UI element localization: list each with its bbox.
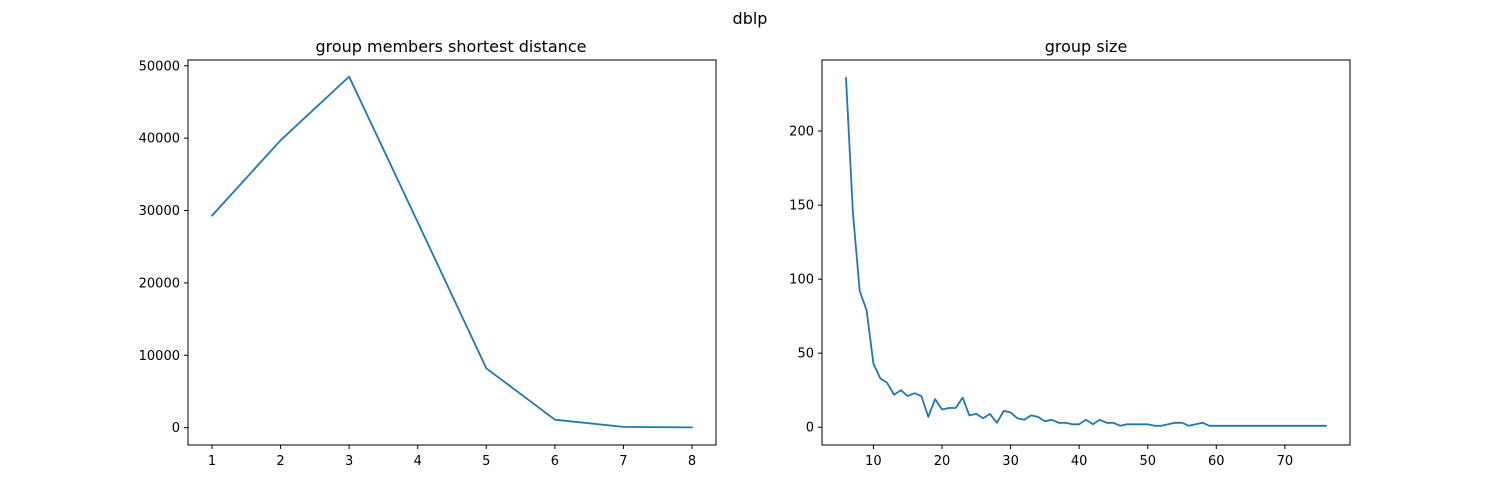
chart-left-x-tick-label: 8 <box>688 454 696 469</box>
chart-right-x-tick-label: 30 <box>1002 454 1019 469</box>
chart-right-x-tick-label: 70 <box>1277 454 1294 469</box>
chart-left-x-tick-label: 5 <box>482 454 490 469</box>
chart-left-y-tick-label: 50000 <box>139 59 180 74</box>
chart-right-x-tick-label: 60 <box>1208 454 1225 469</box>
chart-right-x-tick-label: 20 <box>934 454 951 469</box>
chart-right-series-line <box>845 76 1327 427</box>
figure-suptitle: dblp <box>733 9 768 28</box>
chart-left-plot-area: 1 2 3 4 5 6 7 8 0 10000 20000 30000 40000 50000 <box>139 59 717 469</box>
chart-right-y-tick-label: 100 <box>789 273 814 288</box>
chart-left-x-tick-label: 1 <box>208 454 216 469</box>
chart-left-x-tick-label: 4 <box>414 454 422 469</box>
chart-right: group size 10 20 30 40 50 60 70 0 50 100 150 200 <box>789 37 1351 469</box>
chart-right-plot-area: 10 20 30 40 50 60 70 0 50 100 150 200 <box>789 59 1351 469</box>
chart-right-y-tick-label: 50 <box>797 347 814 362</box>
chart-right-title: group size <box>1045 37 1128 56</box>
chart-left: group members shortest distance 1 2 3 4 5 6 7 8… <box>139 37 717 469</box>
chart-left-x-tick-label: 3 <box>345 454 353 469</box>
chart-right-axes-frame <box>821 59 1351 446</box>
chart-right-x-tick-label: 10 <box>865 454 882 469</box>
chart-left-axes-frame <box>187 59 717 446</box>
chart-left-y-tick-label: 10000 <box>139 349 180 364</box>
chart-right-y-tick-label: 150 <box>789 199 814 214</box>
chart-left-y-tick-label: 0 <box>172 421 180 436</box>
chart-left-series-line <box>211 75 693 429</box>
chart-left-y-tick-label: 20000 <box>139 276 180 291</box>
chart-left-y-tick-label: 40000 <box>139 132 180 147</box>
chart-right-y-tick-label: 200 <box>789 125 814 140</box>
chart-left-y-tick-label: 30000 <box>139 204 180 219</box>
chart-left-title: group members shortest distance <box>315 37 586 56</box>
chart-left-x-tick-label: 2 <box>276 454 284 469</box>
chart-right-x-tick-label: 50 <box>1139 454 1156 469</box>
chart-right-y-tick-label: 0 <box>806 421 814 436</box>
chart-left-x-tick-label: 7 <box>619 454 627 469</box>
chart-right-x-tick-label: 40 <box>1071 454 1088 469</box>
chart-left-x-tick-label: 6 <box>551 454 559 469</box>
